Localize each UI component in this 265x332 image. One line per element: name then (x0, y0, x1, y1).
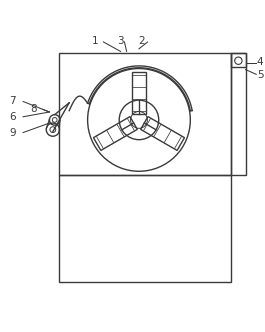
Text: 8: 8 (30, 104, 37, 114)
Text: 4: 4 (257, 57, 263, 67)
Text: 1: 1 (92, 36, 99, 46)
Text: 3: 3 (117, 36, 124, 46)
Text: 6: 6 (9, 112, 16, 122)
Bar (231, 53, 246, 67)
Text: 9: 9 (9, 128, 16, 138)
Bar (231, 53, 246, 175)
Text: 7: 7 (9, 97, 16, 107)
Text: 5: 5 (257, 70, 263, 80)
Bar (59, 53, 231, 175)
Bar (59, 175, 231, 282)
Text: 2: 2 (138, 36, 145, 46)
